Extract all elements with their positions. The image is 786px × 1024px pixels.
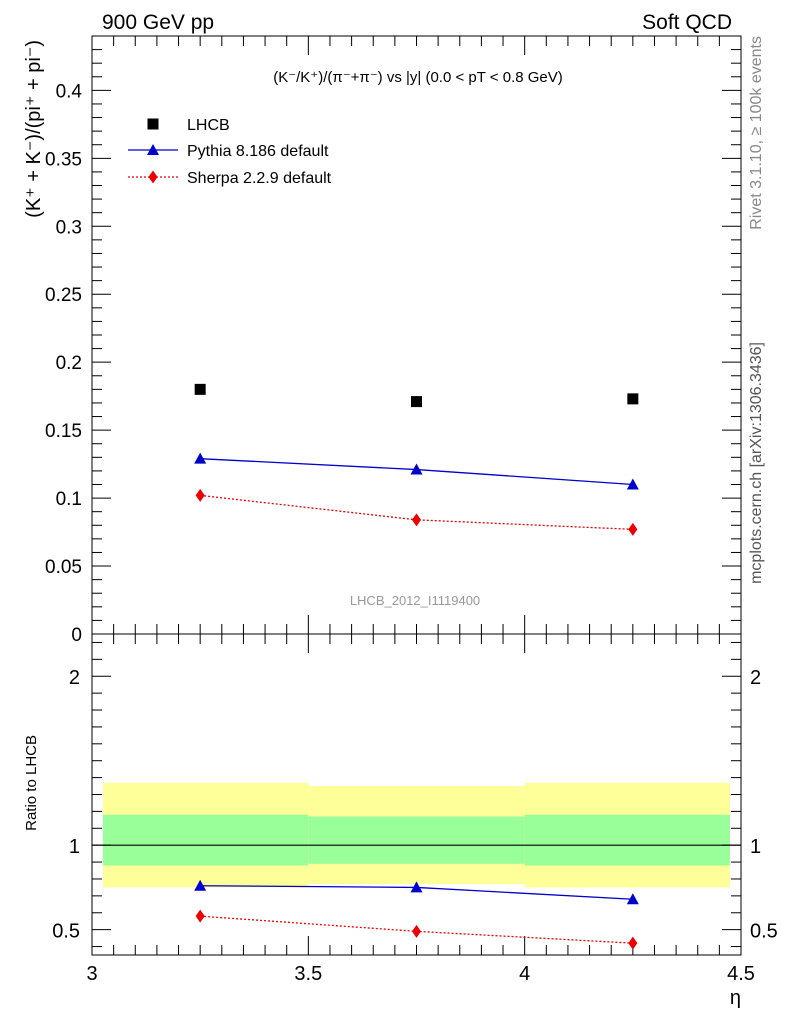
legend-label: Pythia 8.186 default xyxy=(187,143,329,160)
ratio-y-axis-label: Ratio to LHCB xyxy=(23,735,40,831)
ratio-data-point xyxy=(626,893,639,905)
main-plot-title: (K⁻/K⁺)/(π⁻+π⁻) vs |y| (0.0 < pT < 0.8 G… xyxy=(273,69,563,86)
ratio-data-point xyxy=(195,909,205,923)
ratio-band-green xyxy=(524,814,730,866)
main-data-point xyxy=(627,393,639,405)
ratio-panel: 0.5 0.5 1 1 2 2 3 3.5 4 4.5 xyxy=(52,634,778,985)
mcplots-url-label: mcplots.cern.ch [arXiv:1306.3436] xyxy=(748,342,765,584)
ratio-ytick-label: 2 xyxy=(69,667,80,689)
ratio-ytick-label-right: 2 xyxy=(750,667,761,689)
main-ytick-label: 0.05 xyxy=(45,557,82,578)
x-axis-label: η xyxy=(730,987,741,1009)
main-ytick-label: 0 xyxy=(71,625,82,646)
ratio-data-point xyxy=(412,924,421,938)
main-data-point xyxy=(628,522,638,536)
main-data-point xyxy=(411,396,422,408)
analysis-watermark: LHCB_2012_I1119400 xyxy=(350,593,480,608)
ratio-ytick-label-right: 1 xyxy=(750,836,761,858)
ratio-band-green xyxy=(308,816,525,864)
main-data-point xyxy=(412,513,421,527)
ratio-ytick-label-right: 0.5 xyxy=(750,921,778,943)
ratio-band-green xyxy=(103,814,309,866)
ratio-xtick-label: 3.5 xyxy=(294,963,322,985)
ratio-xtick-label: 4.5 xyxy=(727,963,755,985)
ratio-xtick-label: 4 xyxy=(519,963,530,985)
legend: LHCB Pythia 8.186 default Sherpa 2.2.9 def… xyxy=(128,117,332,187)
main-ytick-label: 0.3 xyxy=(56,217,82,238)
legend-marker xyxy=(147,144,159,155)
main-y-axis-label: (K⁺ + K⁻)/(pi⁺ + pi⁻) xyxy=(23,40,45,218)
header-energy-label: 900 GeV pp xyxy=(102,11,214,34)
main-ytick-label: 0.4 xyxy=(56,81,83,102)
legend-marker xyxy=(147,118,159,130)
ratio-xtick-label: 3 xyxy=(86,963,97,985)
main-data-point xyxy=(194,383,206,395)
main-ytick-label: 0.2 xyxy=(56,353,82,374)
main-data-point xyxy=(195,488,205,502)
main-ytick-label: 0.25 xyxy=(45,285,82,306)
main-ytick-label: 0.15 xyxy=(45,421,82,442)
legend-marker xyxy=(148,170,158,184)
ratio-data-point xyxy=(194,879,207,891)
main-data-point xyxy=(626,478,639,490)
rivet-version-label: Rivet 3.1.10, ≥ 100k events xyxy=(748,36,765,230)
main-ytick-label: 0.1 xyxy=(56,489,82,510)
header-category-label: Soft QCD xyxy=(642,11,732,34)
ratio-frame xyxy=(91,633,742,956)
ratio-data-point xyxy=(628,936,638,950)
ratio-data-point xyxy=(410,881,423,893)
main-data-point xyxy=(410,463,423,475)
main-ytick-label: 0.35 xyxy=(45,149,82,170)
ratio-ytick-label: 1 xyxy=(69,836,80,858)
main-panel: 0 0.05 0.1 0.15 0.2 0.25 0.3 0.35 0.4 xyxy=(45,35,742,646)
legend-label: LHCB xyxy=(187,117,230,134)
legend-label: Sherpa 2.2.9 default xyxy=(187,170,332,187)
ratio-ytick-label: 0.5 xyxy=(52,921,80,943)
main-data-point xyxy=(194,452,207,464)
